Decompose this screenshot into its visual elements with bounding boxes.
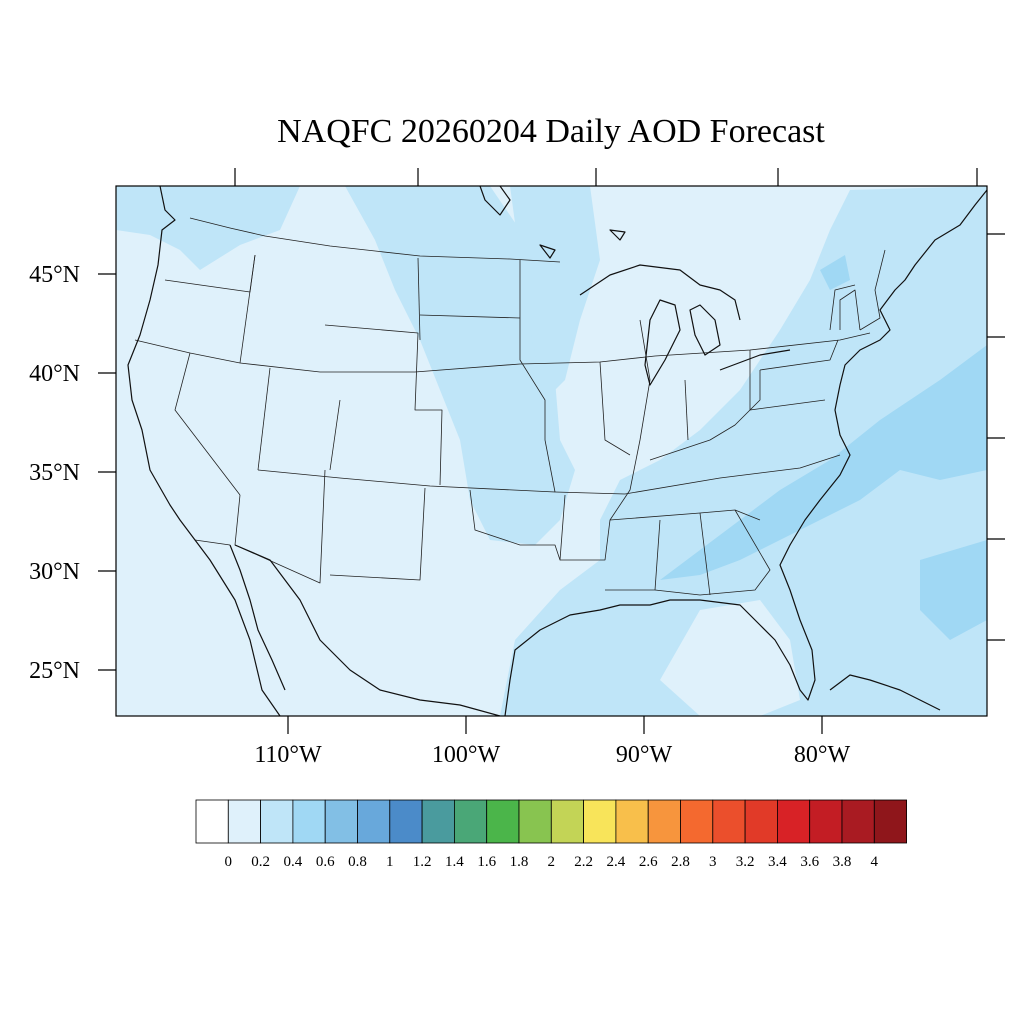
- lon-label-100w: 100°W: [432, 742, 501, 768]
- colorbar-swatch: [324, 799, 358, 844]
- colorbar-tick-label: 1.4: [445, 854, 464, 870]
- colorbar-swatch: [292, 799, 326, 844]
- colorbar-swatch: [421, 799, 455, 844]
- colorbar-swatch: [486, 799, 520, 844]
- colorbar-tick-label: 1.6: [477, 854, 496, 870]
- colorbar-tick-label: 2: [548, 854, 556, 870]
- aod-band-southeast: [500, 186, 987, 716]
- colorbar-swatch: [518, 799, 552, 844]
- colorbar-tick-label: 0.2: [251, 854, 270, 870]
- colorbar-labels: 0 0.2 0.4 0.6 0.8 1 1.2 1.4 1.6 1.8 2 2.2 2.4 2.6 2.8 3…: [225, 854, 879, 870]
- lat-label-35n: 35°N: [29, 460, 80, 486]
- colorbar-tick-label: 3.6: [800, 854, 819, 870]
- lat-label-40n: 40°N: [29, 361, 80, 387]
- colorbar-tick-label: 1.2: [413, 854, 432, 870]
- colorbar-tick-label: 2.4: [607, 854, 626, 870]
- colorbar-swatch: [583, 799, 617, 844]
- colorbar-swatch: [712, 799, 746, 844]
- colorbar-tick-label: 2.6: [639, 854, 658, 870]
- colorbar-swatch: [841, 799, 875, 844]
- map-frame: [115, 185, 988, 717]
- colorbar-swatch: [227, 799, 262, 844]
- map-title: NAQFC 20260204 Daily AOD Forecast: [277, 113, 825, 150]
- lat-label-45n: 45°N: [29, 262, 80, 288]
- colorbar-swatch: [357, 799, 391, 844]
- colorbar-swatch: [777, 799, 811, 844]
- map-ticks: [98, 168, 1005, 734]
- colorbar-tick-label: 0.4: [284, 854, 303, 870]
- aod-band-atlantic: [920, 540, 987, 640]
- colorbar-swatch: [453, 799, 488, 844]
- colorbar-tick-label: 0.8: [348, 854, 367, 870]
- colorbar: [195, 799, 907, 844]
- colorbar-tick-label: 3.2: [736, 854, 755, 870]
- aod-band-plains: [345, 186, 575, 545]
- colorbar-tick-label: 0: [225, 854, 233, 870]
- colorbar-tick-label: 3.8: [833, 854, 852, 870]
- lon-label-110w: 110°W: [254, 742, 322, 768]
- colorbar-tick-label: 2.8: [671, 854, 690, 870]
- colorbar-swatch: [389, 799, 423, 844]
- colorbar-tick-label: 3: [709, 854, 717, 870]
- colorbar-swatch: [744, 799, 778, 844]
- colorbar-tick-label: 3.4: [768, 854, 787, 870]
- colorbar-swatch: [873, 799, 907, 844]
- colorbar-swatch: [680, 799, 714, 844]
- aod-band-midwest: [510, 186, 600, 400]
- colorbar-tick-label: 0.6: [316, 854, 335, 870]
- colorbar-tick-label: 1: [386, 854, 394, 870]
- lat-label-25n: 25°N: [29, 658, 80, 684]
- aod-band-northeast: [820, 255, 850, 290]
- state-borders: [134, 217, 886, 596]
- lon-label-90w: 90°W: [616, 742, 673, 768]
- colorbar-swatch: [809, 799, 843, 844]
- colorbar-tick-label: 4: [871, 854, 879, 870]
- colorbar-swatch: [647, 799, 681, 844]
- colorbar-swatch: [195, 799, 229, 844]
- colorbar-tick-label: 2.2: [574, 854, 593, 870]
- colorbar-swatch: [260, 799, 294, 844]
- aod-band-nw: [116, 186, 300, 270]
- lat-label-30n: 30°N: [29, 559, 80, 585]
- colorbar-swatch: [550, 799, 584, 844]
- aod-band-florida: [660, 600, 800, 716]
- lon-label-80w: 80°W: [794, 742, 851, 768]
- colorbar-swatch: [615, 799, 649, 844]
- colorbar-tick-label: 1.8: [510, 854, 529, 870]
- coastlines: [127, 186, 987, 716]
